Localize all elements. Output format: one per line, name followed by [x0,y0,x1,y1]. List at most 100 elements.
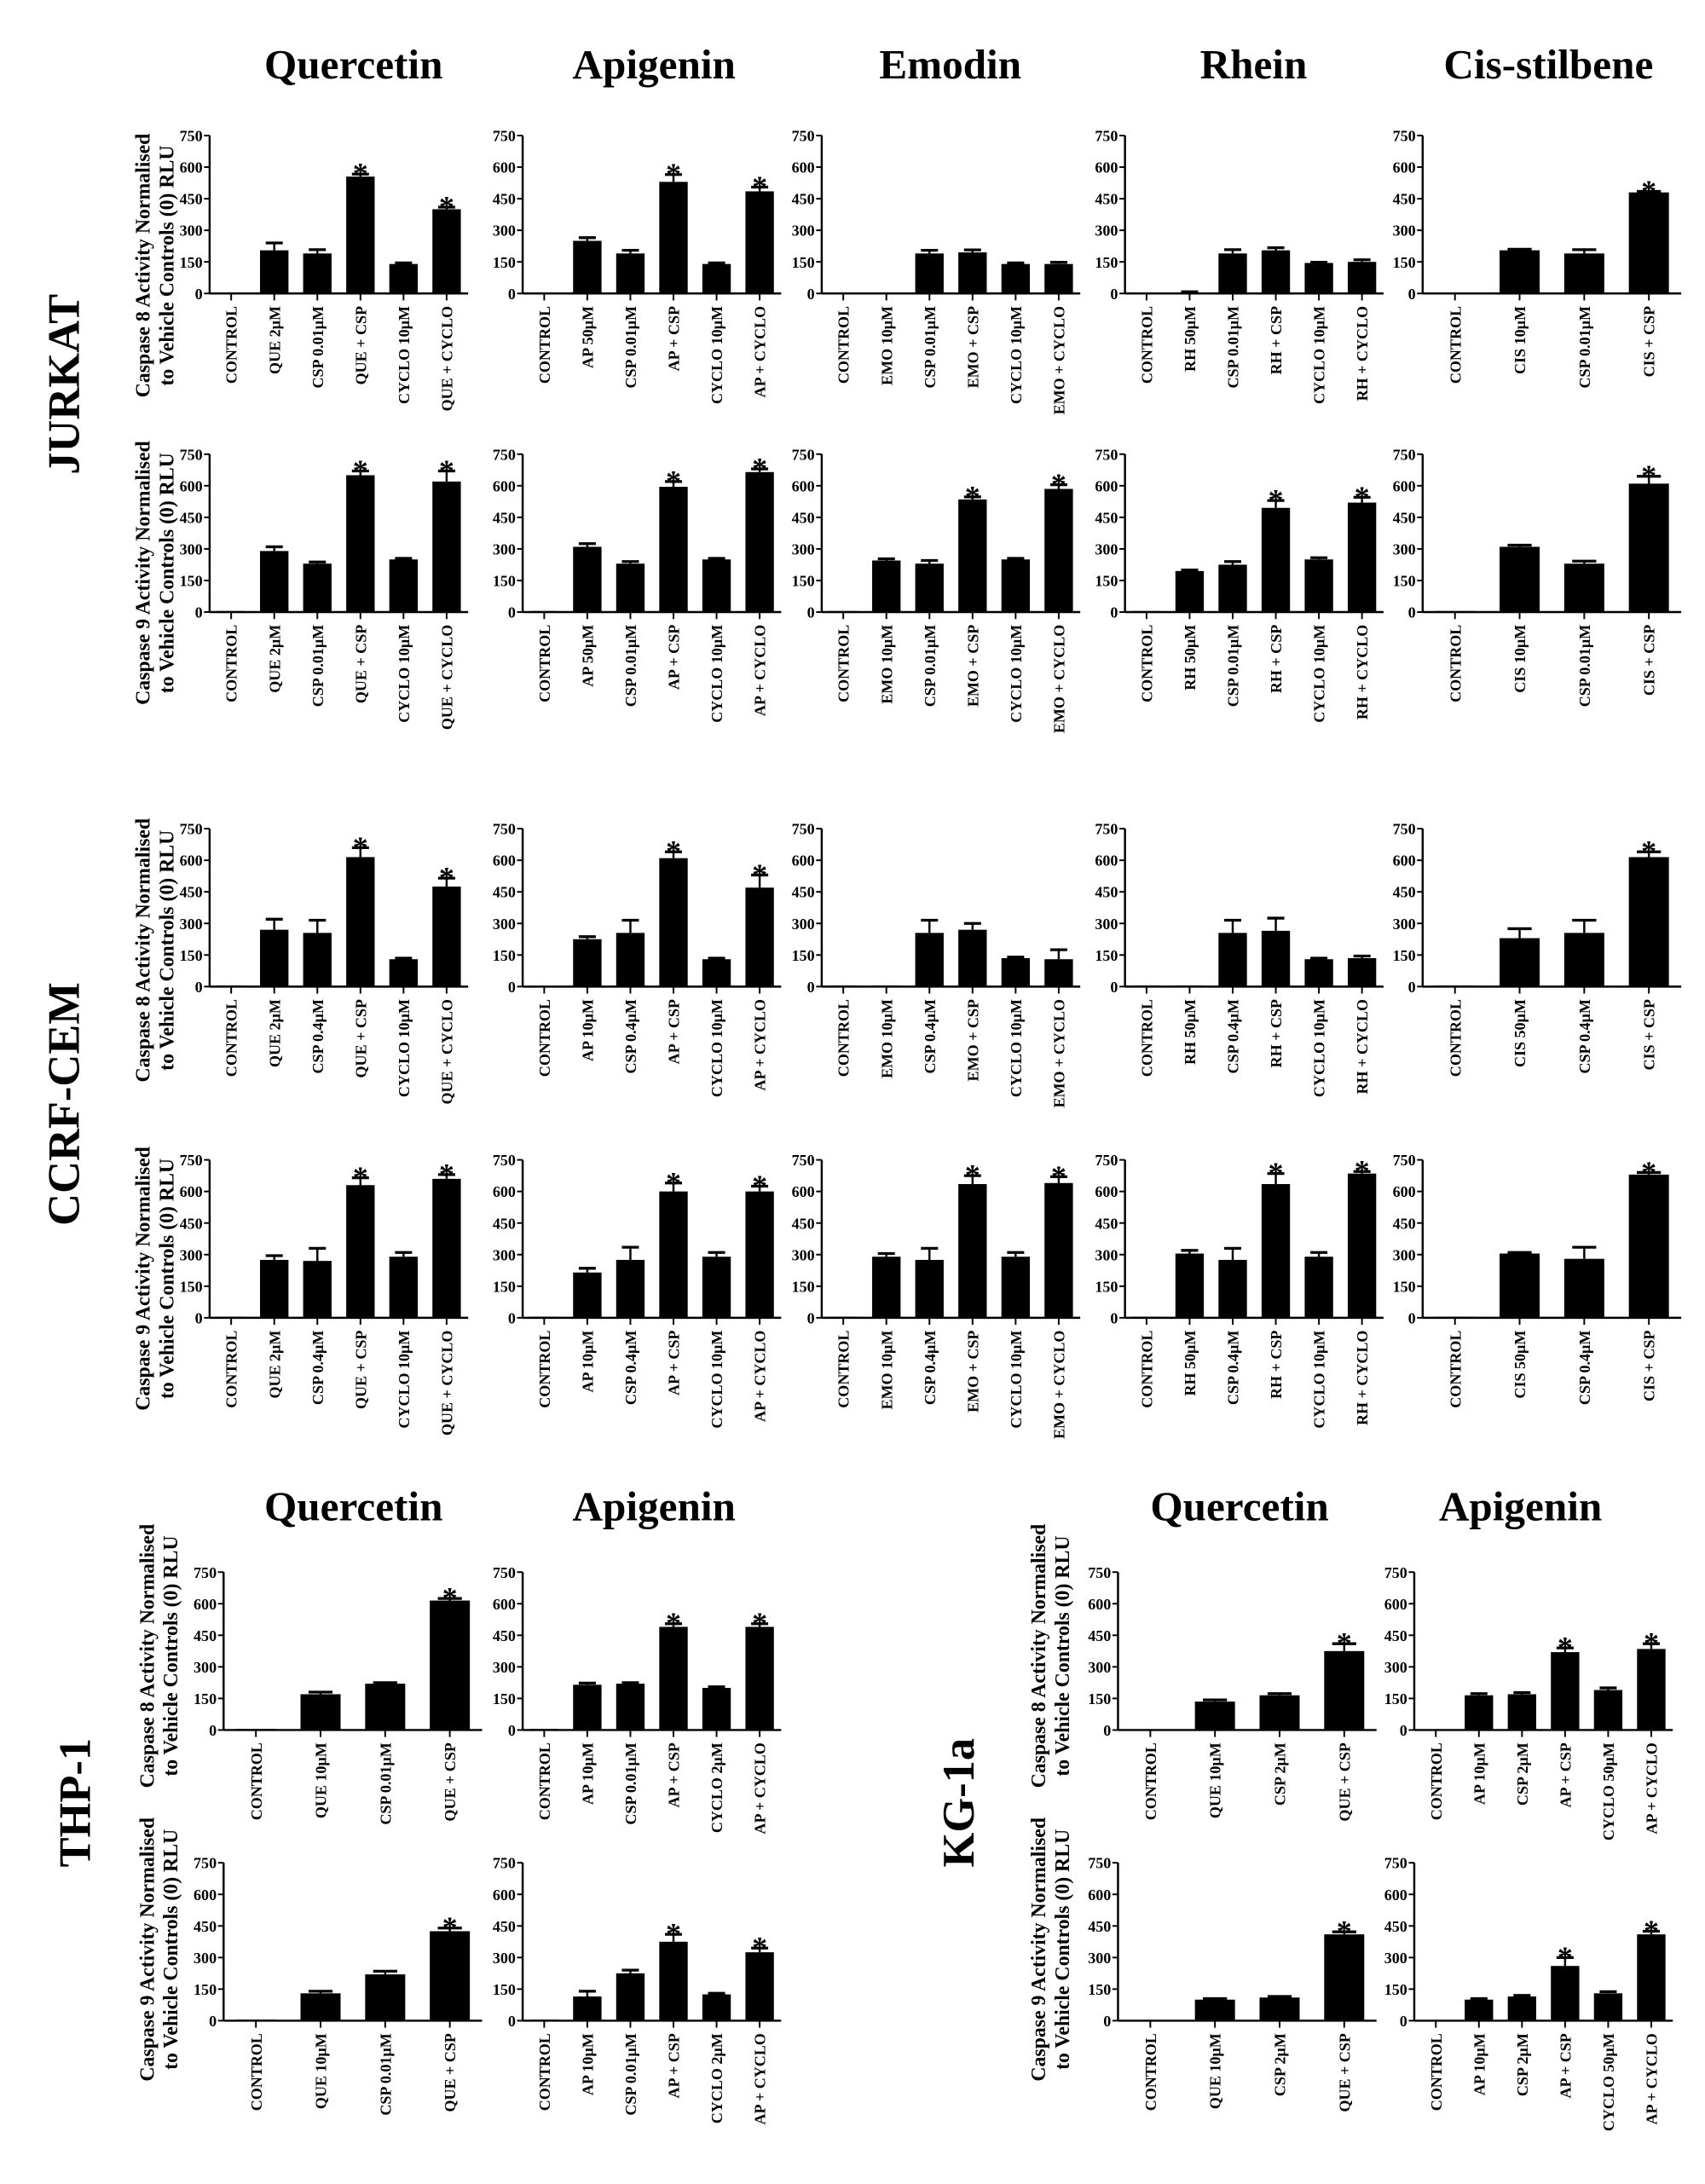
x-tick-label: RH + CYCLO [1354,999,1371,1094]
y-tick-label: 0 [508,604,516,621]
x-tick-label: AP + CSP [666,625,683,690]
chart-panel-jurkat-c8-rhein: 0 150 300 450 600 750 CONTROL RH 50µM CSP 0.01µM… [1095,128,1384,404]
x-tick-label: CSP 0.4µM [309,999,327,1073]
bar [1628,192,1669,294]
chart-panel-ccrf-cem-c9-emodin: 0 150 300 450 600 750 CONTROL EMO 10µM CSP 0.4µM… [792,1152,1081,1439]
bar [300,1993,341,2021]
x-tick-label: CONTROL [1142,1742,1159,1820]
y-tick-label: 150 [792,947,815,964]
bar [1175,1253,1205,1318]
y-tick-label: 0 [1110,286,1118,303]
y-tick-label: 600 [1095,852,1118,870]
chart-panel-jurkat-c9-cis-stilbene: 0 150 300 450 600 750 CONTROL CIS 10µM CSP 0.01µ… [1393,446,1682,707]
x-tick-label: EMO 10µM [878,625,895,704]
bar [915,933,944,987]
x-tick-label: CSP 0.01µM [622,1742,639,1824]
x-tick-label: CYCLO 50µM [1600,2033,1617,2131]
y-tick-label: 300 [1393,1246,1416,1263]
x-tick-label: RH 50µM [1182,999,1199,1065]
x-tick-label: CYCLO 10µM [396,999,413,1097]
bar [702,1688,731,1730]
bar [346,857,375,987]
y-tick-label: 450 [1088,1918,1111,1935]
y-tick-label: 150 [493,1981,516,1998]
y-tick-label: 150 [1393,254,1416,271]
x-tick-label: AP + CSP [666,1331,683,1395]
bar [1593,1993,1623,2021]
bar [1500,546,1540,613]
significance-star: * [1051,467,1066,501]
bar [529,1316,559,1318]
column-title-rhein: Rhein [1199,42,1308,89]
x-tick-label: CONTROL [835,999,852,1077]
bar [1044,263,1073,294]
y-tick-label: 300 [792,1246,815,1263]
bar [1500,938,1540,987]
x-tick-label: CIS + CSP [1641,999,1658,1070]
y-tick-label: 450 [493,1215,516,1232]
y-tick-label: 450 [493,1627,516,1644]
significance-star: * [752,452,767,486]
y-tick-label: 300 [493,916,516,933]
y-tick-label: 300 [493,540,516,558]
x-tick-label: CONTROL [536,999,553,1077]
x-tick-label: CSP 2µM [1514,1742,1531,1806]
significance-star: * [439,861,454,895]
x-tick-label: CYCLO 10µM [1008,999,1025,1097]
x-tick-label: CONTROL [536,2033,553,2111]
y-tick-label: 450 [1393,191,1416,208]
bar [702,559,731,613]
y-tick-label: 300 [194,1950,217,1967]
chart-panel-ccrf-cem-c9-quercetin: 0 150 300 450 600 750 CONTROL QUE 2µM CSP 0.4µM *… [180,1152,469,1436]
x-tick-label: RH + CYCLO [1354,306,1371,401]
y-tick-label: 750 [194,1564,217,1581]
y-tick-label: 450 [493,509,516,526]
y-tick-label: 150 [792,254,815,271]
y-tick-label: 0 [195,604,203,621]
x-tick-label: EMO 10µM [878,1331,895,1410]
bar [1218,253,1247,294]
x-tick-label: CSP 0.01µM [377,2033,394,2115]
x-tick-label: CONTROL [248,2033,265,2111]
x-tick-label: CSP 0.01µM [377,1742,394,1824]
y-tick-label: 0 [195,286,203,303]
bar [616,253,645,294]
y-tick-label: 150 [1095,254,1118,271]
bar [1324,1934,1365,2021]
x-tick-label: CSP 0.4µM [622,1331,639,1405]
y-tick-label: 0 [1110,1309,1118,1326]
x-tick-label: AP + CYCLO [1644,2033,1661,2124]
significance-star: * [965,479,980,513]
chart-panel-jurkat-c8-apigenin: 0 150 300 450 600 750 CONTROL AP 50µM CSP 0.01µM… [493,128,782,404]
bar [872,560,901,613]
x-tick-label: CONTROL [1447,999,1464,1077]
chart-panel-kg-1a-c8-quercetin: 0 150 300 450 600 750 CONTROL QUE 10µM CSP 2µM * Q… [1088,1564,1377,1822]
y-tick-label: 0 [209,1722,217,1739]
y-tick-label: 450 [792,509,815,526]
x-tick-label: QUE + CYCLO [438,999,455,1104]
bar [1435,610,1476,613]
bar [260,250,289,294]
y-tick-label: 0 [209,2013,217,2030]
bar [235,1729,276,1730]
y-tick-label: 0 [1110,979,1118,996]
bar [529,2019,559,2021]
y-tick-label: 750 [1393,821,1416,838]
x-tick-label: CONTROL [1447,306,1464,384]
x-tick-label: AP + CSP [666,2033,683,2098]
x-tick-label: CONTROL [1138,625,1155,702]
y-tick-label: 300 [1384,1659,1407,1676]
x-tick-label: AP + CSP [666,306,683,371]
bar [659,1941,688,2021]
y-tick-label: 750 [194,1855,217,1872]
y-tick-label: 150 [1393,947,1416,964]
bar [573,1272,602,1318]
x-tick-label: CSP 2µM [1514,2033,1531,2096]
significance-star: * [353,1160,368,1194]
y-tick-label: 750 [1095,446,1118,463]
y-tick-label: 750 [493,1855,516,1872]
bar [1001,559,1031,613]
bar [745,1952,774,2021]
bar [1001,1257,1031,1318]
